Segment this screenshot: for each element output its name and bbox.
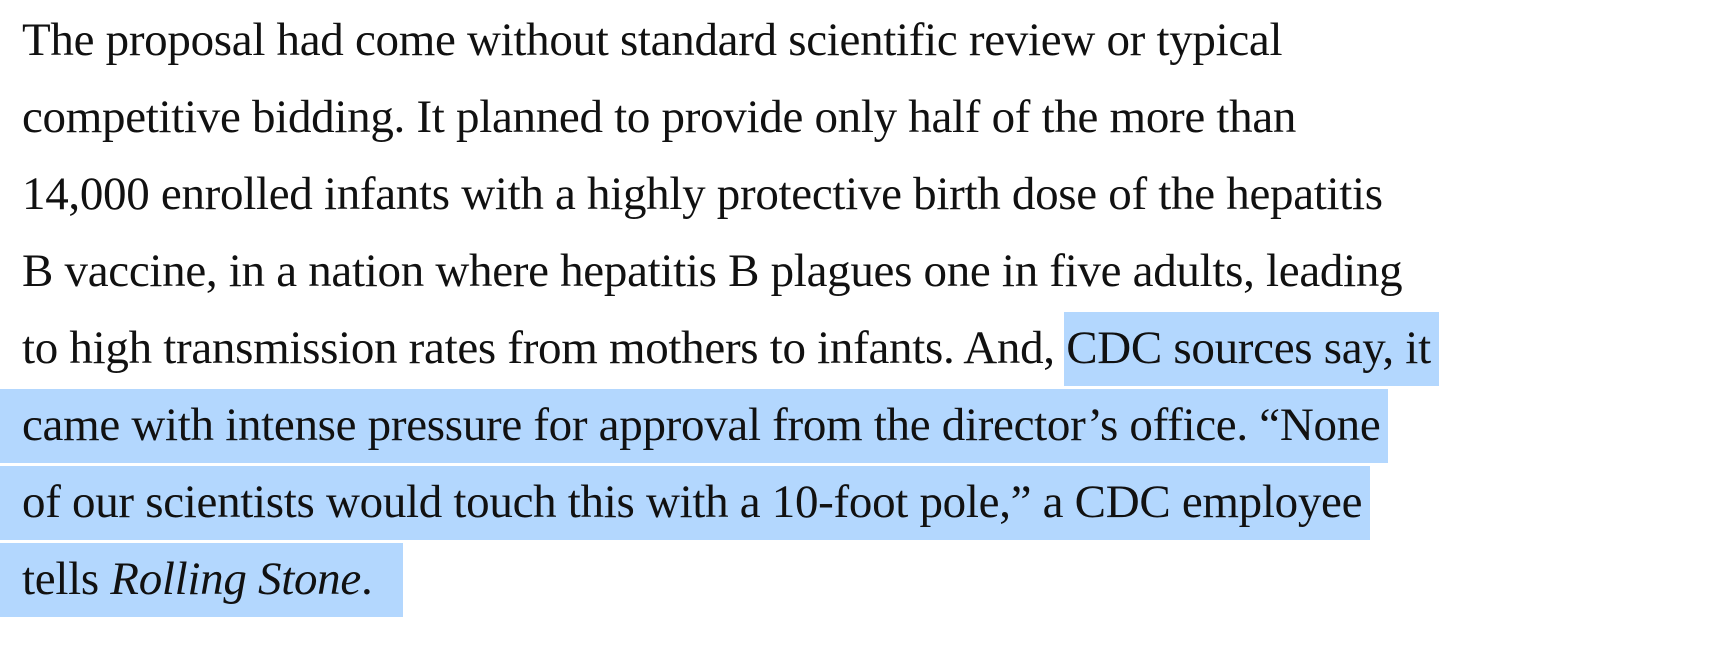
publication-name: Rolling Stone (110, 553, 361, 605)
text-line: came with intense pressure for approval … (0, 387, 1439, 464)
text-line: of our scientists would touch this with … (0, 464, 1439, 541)
text: . (360, 553, 396, 605)
article-paragraph: The proposal had come without standard s… (0, 2, 1439, 618)
text-line: B vaccine, in a nation where hepatitis B… (22, 233, 1439, 310)
text: B vaccine, in a nation where hepatitis B… (22, 245, 1403, 297)
text-line: to high transmission rates from mothers … (22, 310, 1439, 387)
selected-text[interactable]: came with intense pressure for approval … (0, 389, 1389, 463)
text: 14,000 enrolled infants with a highly pr… (22, 168, 1383, 220)
text: The proposal had come without standard s… (22, 14, 1283, 66)
text: to high transmission rates from mothers … (22, 322, 1067, 374)
text: competitive bidding. It planned to provi… (22, 91, 1297, 143)
text-line: The proposal had come without standard s… (22, 2, 1439, 79)
text: tells (22, 553, 111, 605)
text-line: competitive bidding. It planned to provi… (22, 79, 1439, 156)
text-line: tells Rolling Stone. (0, 541, 1439, 618)
text-line: 14,000 enrolled infants with a highly pr… (22, 156, 1439, 233)
selected-text[interactable]: tells Rolling Stone. (0, 543, 404, 617)
selected-text[interactable]: CDC sources say, it (1064, 312, 1439, 386)
selected-text[interactable]: of our scientists would touch this with … (0, 466, 1371, 540)
